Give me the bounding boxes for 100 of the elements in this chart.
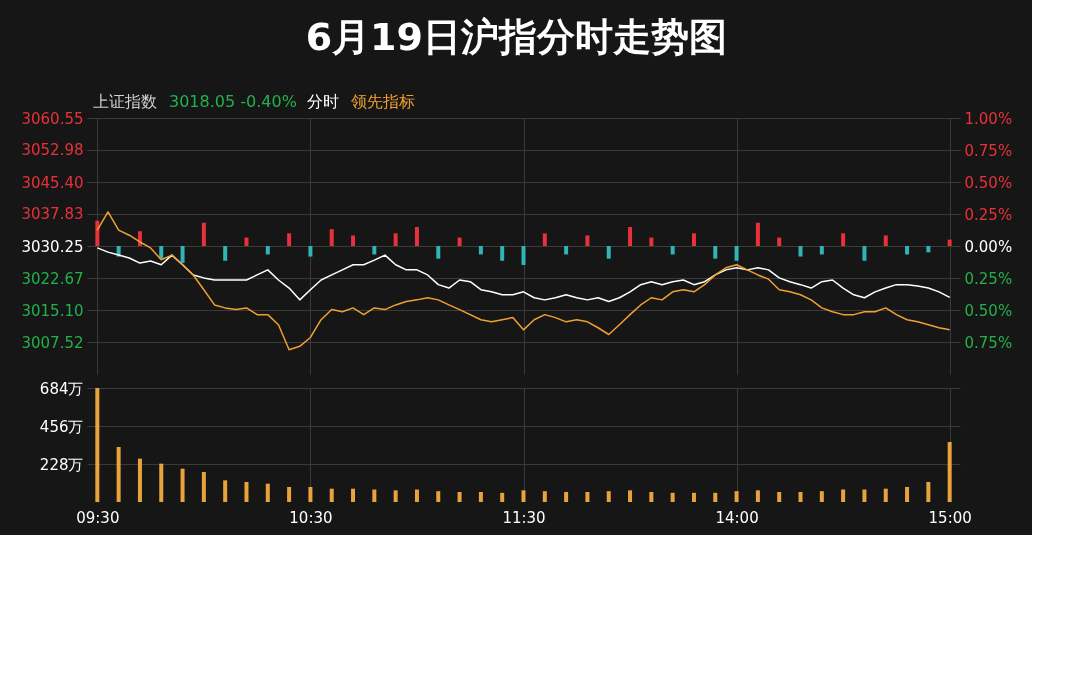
bar xyxy=(649,492,654,502)
bar xyxy=(734,246,739,261)
bar xyxy=(841,489,846,502)
y-tick-label: 3022.67 xyxy=(21,269,84,288)
bar xyxy=(670,246,675,255)
bar xyxy=(883,235,888,246)
y2-tick-label: 0.75% xyxy=(964,141,1013,160)
text: 分时 xyxy=(307,92,339,111)
bar xyxy=(414,489,419,502)
bar xyxy=(819,246,824,255)
bar xyxy=(542,233,547,246)
y-tick-label: 684万 xyxy=(39,379,84,398)
bar xyxy=(713,246,718,259)
y2-tick-label: 1.00% xyxy=(964,109,1013,128)
y2-tick-label: 0.25% xyxy=(964,269,1013,288)
bar xyxy=(628,226,633,246)
y-tick-label: 3045.40 xyxy=(21,173,84,192)
bar xyxy=(628,490,633,502)
bar xyxy=(798,492,803,502)
bar xyxy=(201,472,206,502)
bar xyxy=(755,222,760,246)
line-series xyxy=(96,211,951,351)
bar xyxy=(223,480,228,502)
bar xyxy=(244,482,249,502)
bar xyxy=(585,492,590,502)
bar xyxy=(180,246,185,263)
y2-tick-label: 0.50% xyxy=(964,301,1013,320)
bar xyxy=(521,246,526,266)
bar xyxy=(159,246,164,259)
bar xyxy=(372,246,377,255)
bar xyxy=(287,233,292,246)
x-tick-label: 10:30 xyxy=(289,508,333,527)
bar xyxy=(351,488,356,502)
bar xyxy=(670,492,675,502)
bar xyxy=(755,490,760,502)
bar xyxy=(436,491,441,502)
x-tick-label: 09:30 xyxy=(76,508,120,527)
bar xyxy=(542,491,547,502)
bar xyxy=(606,246,611,259)
text: 3018.05 -0.40% xyxy=(169,92,297,111)
bar xyxy=(265,483,270,502)
bar xyxy=(201,222,206,246)
bar xyxy=(691,492,696,502)
bar xyxy=(414,226,419,246)
y2-tick-label: 0.75% xyxy=(964,333,1013,352)
y-tick-label: 3030.25 xyxy=(21,237,84,256)
bar xyxy=(223,246,228,261)
y-tick-label: 3007.52 xyxy=(21,333,84,352)
bar xyxy=(606,491,611,502)
bar xyxy=(947,239,952,246)
bar xyxy=(862,246,867,261)
bar xyxy=(564,246,569,255)
bar xyxy=(798,246,803,257)
y-tick-label: 3015.10 xyxy=(21,301,84,320)
line-series xyxy=(96,247,951,303)
bar xyxy=(457,492,462,502)
y-tick-label: 228万 xyxy=(39,455,84,474)
bar xyxy=(883,488,888,502)
bar xyxy=(777,492,782,502)
text: 上证指数 xyxy=(93,92,157,111)
bar xyxy=(862,489,867,502)
bar xyxy=(372,489,377,502)
bar xyxy=(585,235,590,246)
x-tick-label: 15:00 xyxy=(928,508,972,527)
y-tick-label: 3060.55 xyxy=(21,109,84,128)
bar xyxy=(180,468,185,502)
bar xyxy=(691,233,696,246)
bar xyxy=(841,233,846,246)
y2-tick-label: 0.00% xyxy=(964,237,1013,256)
bar xyxy=(457,237,462,246)
bar xyxy=(329,229,334,246)
bar xyxy=(329,488,334,502)
y-tick-label: 3052.98 xyxy=(21,141,84,160)
bar xyxy=(478,492,483,502)
x-tick-label: 14:00 xyxy=(715,508,759,527)
bar xyxy=(116,447,121,502)
bar xyxy=(521,490,526,502)
y-tick-label: 3037.83 xyxy=(21,205,84,224)
bar xyxy=(393,490,398,502)
bar xyxy=(819,491,824,502)
y-tick-label: 456万 xyxy=(39,417,84,436)
bar xyxy=(713,492,718,502)
bar xyxy=(734,491,739,502)
bar xyxy=(159,463,164,502)
bar xyxy=(393,233,398,246)
bar xyxy=(308,246,313,257)
bar xyxy=(500,246,505,261)
bar xyxy=(649,237,654,246)
text: 领先指标 xyxy=(351,92,415,111)
bar xyxy=(137,458,142,502)
bar xyxy=(436,246,441,259)
y2-tick-label: 0.25% xyxy=(964,205,1013,224)
bar xyxy=(905,246,910,255)
bar xyxy=(478,246,483,255)
bar xyxy=(500,492,505,502)
bar xyxy=(926,482,931,502)
bar xyxy=(265,246,270,255)
bar xyxy=(777,237,782,246)
bar xyxy=(244,237,249,246)
bar xyxy=(287,487,292,502)
